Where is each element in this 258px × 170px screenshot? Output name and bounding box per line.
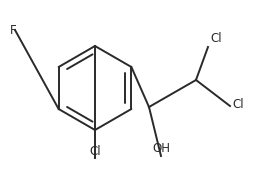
Text: Cl: Cl (232, 98, 244, 112)
Text: OH: OH (152, 142, 170, 155)
Text: Cl: Cl (210, 31, 222, 45)
Text: F: F (10, 23, 17, 37)
Text: Cl: Cl (89, 145, 101, 158)
